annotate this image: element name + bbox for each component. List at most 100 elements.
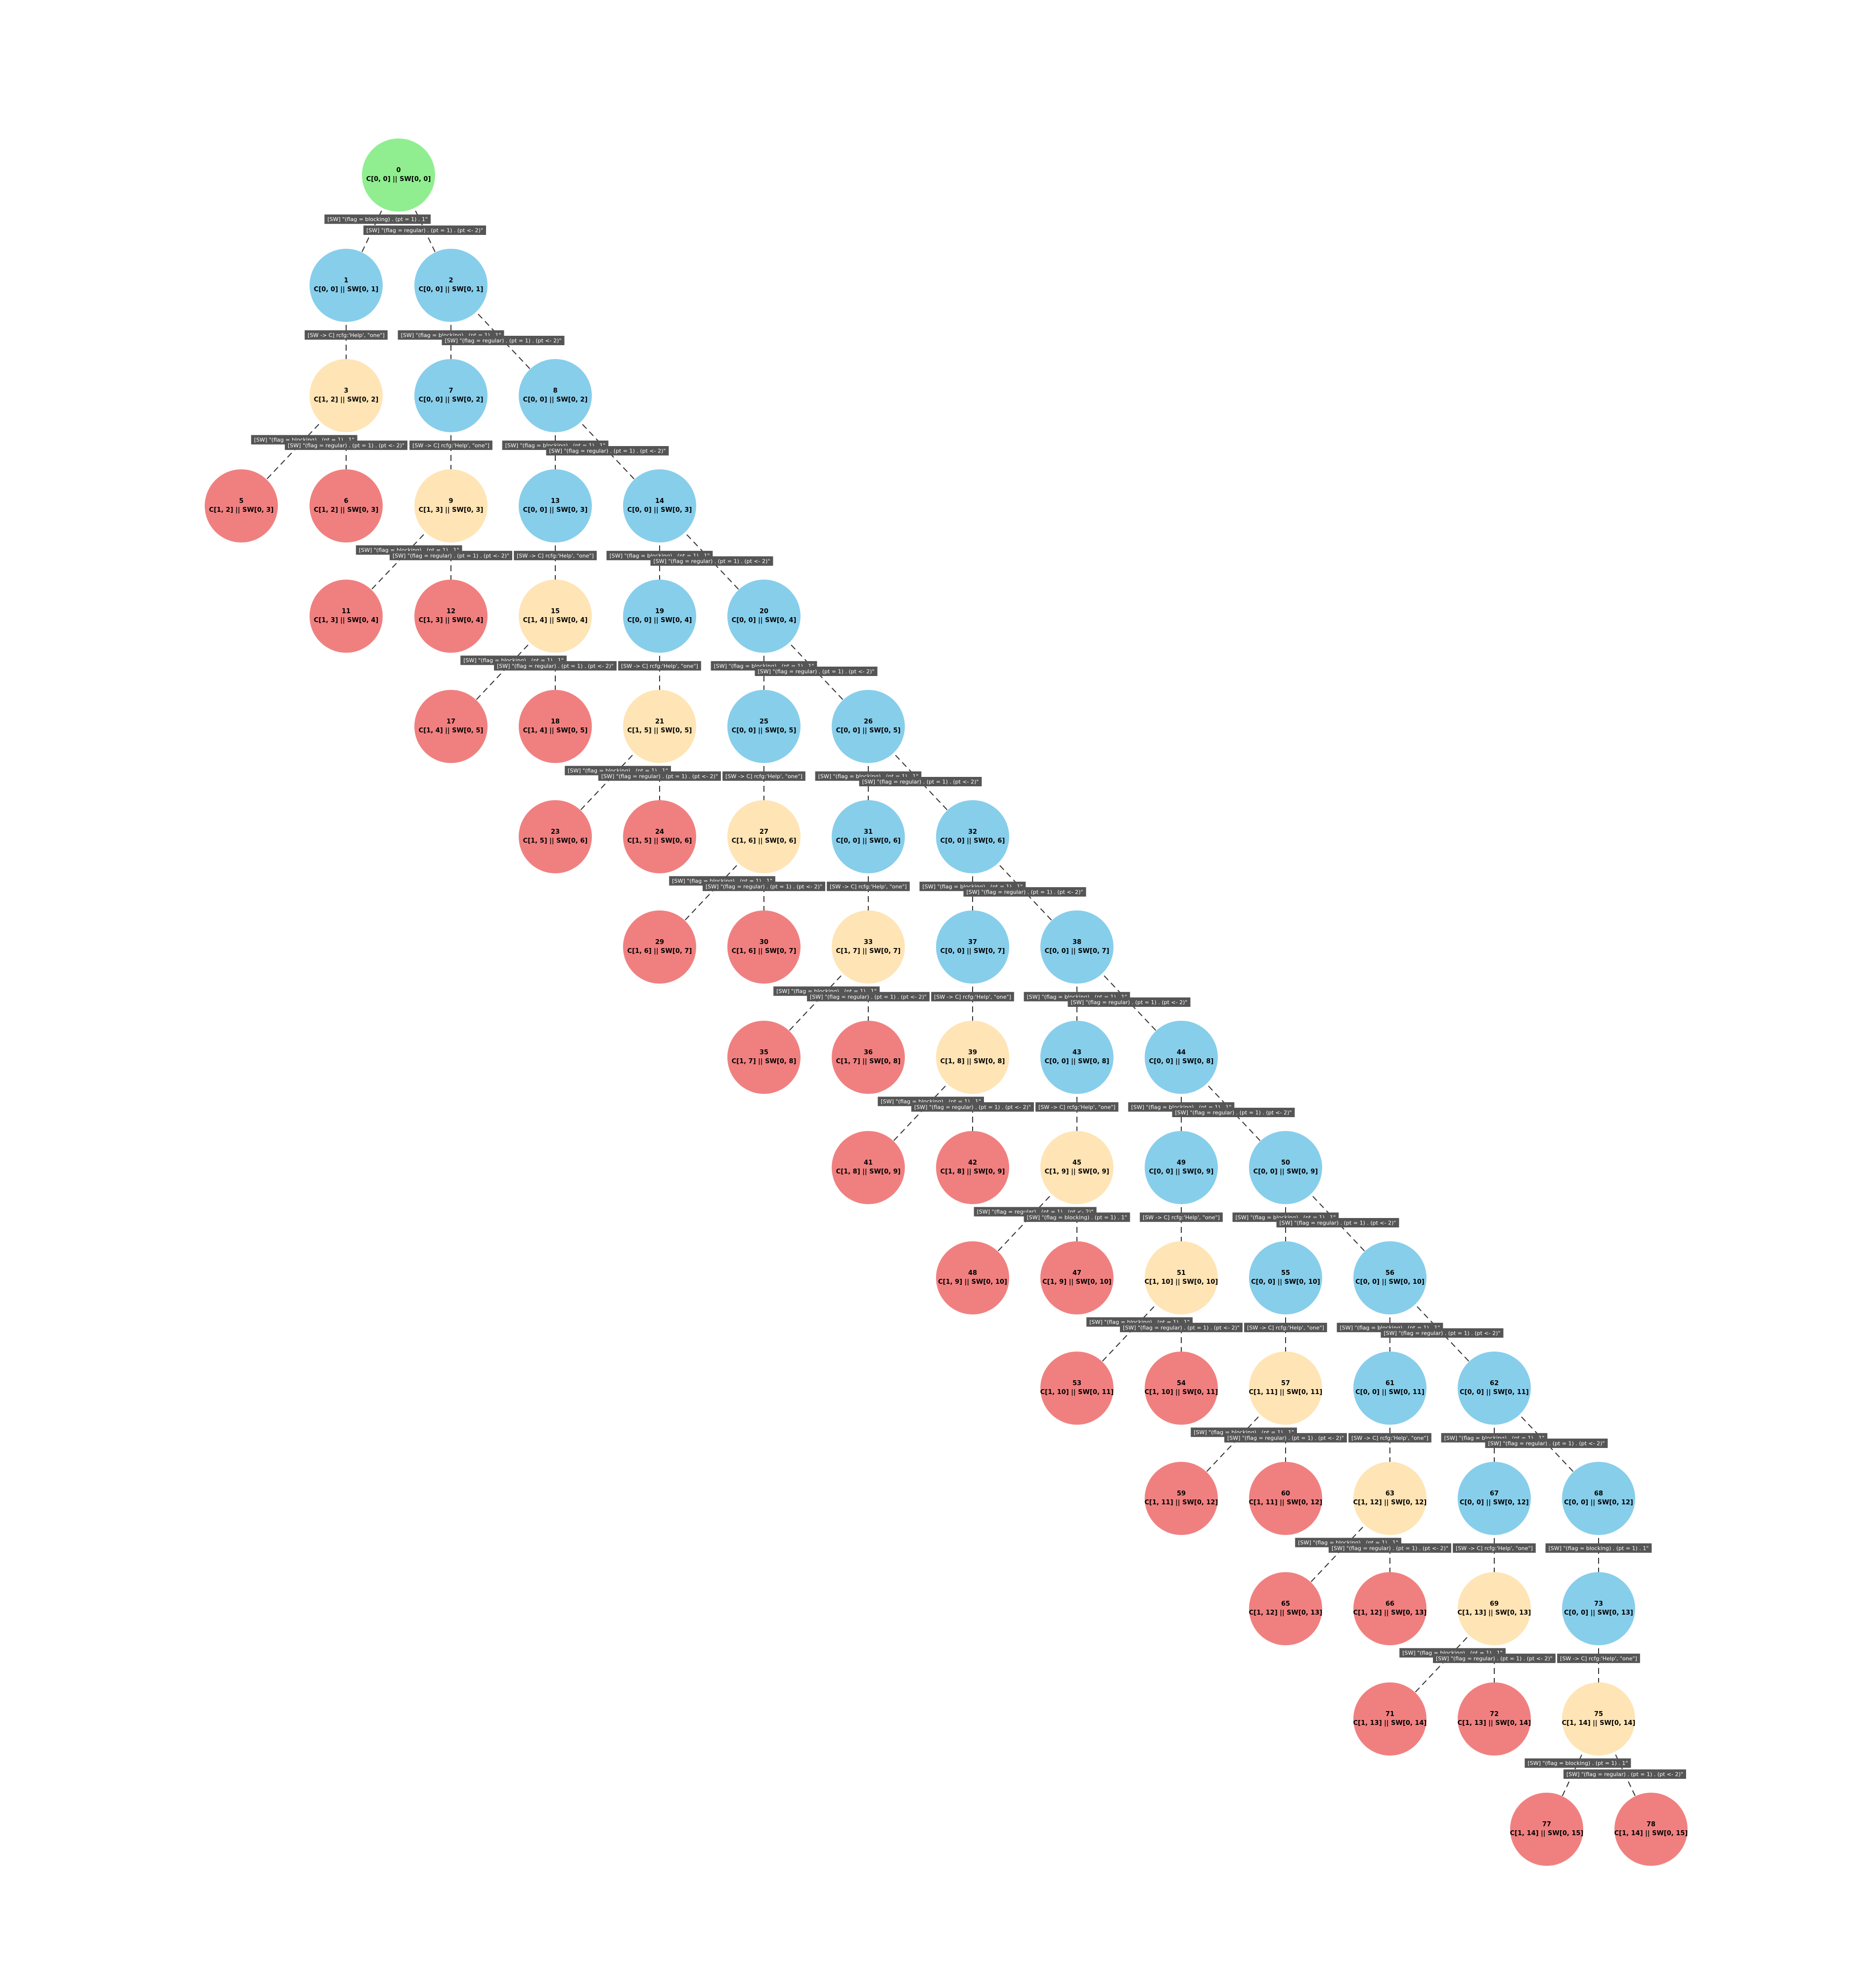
state-node-14[interactable]: 14C[0, 0] || SW[0, 3] xyxy=(623,469,696,542)
node-state-label: C[0, 0] || SW[0, 0] xyxy=(366,176,431,183)
node-state-label: C[0, 0] || SW[0, 8] xyxy=(1045,1058,1110,1065)
state-node-66[interactable]: 66C[1, 12] || SW[0, 13] xyxy=(1353,1572,1427,1645)
edge-label-bg xyxy=(390,550,512,560)
state-node-30[interactable]: 30 C[1, 6] || SW[0, 7] xyxy=(727,910,801,984)
state-node-61[interactable]: 61 C[0, 0] || SW[0, 11] xyxy=(1353,1352,1427,1425)
state-node-27[interactable]: 27C[1, 6] || SW[0, 6] xyxy=(727,800,801,873)
state-node-13[interactable]: 13C[0, 0] || SW[0, 3] xyxy=(519,469,592,542)
edge-label-text: [SW] "(flag = regular) . (pt = 1) . (pt … xyxy=(967,889,1083,896)
state-node-50[interactable]: 50C[0, 0] || SW[0, 9] xyxy=(1249,1131,1322,1204)
edge-label-text: [SW] "(flag = regular) . (pt = 1) . (pt … xyxy=(862,779,979,785)
state-node-59[interactable]: 59 C[1, 11] || SW[0, 12] xyxy=(1145,1462,1218,1535)
state-node-7[interactable]: 7C[0, 0] || SW[0, 2] xyxy=(414,359,488,432)
edge-label-text: [SW] "(flag = regular) . (pt = 1) . (pt … xyxy=(1384,1330,1501,1337)
edge-label-39-42: [SW] "(flag = regular) . (pt = 1) . (pt … xyxy=(911,1102,1034,1112)
node-circle xyxy=(310,469,383,542)
state-node-17[interactable]: 17 C[1, 4] || SW[0, 5] xyxy=(414,690,488,763)
state-node-55[interactable]: 55C[0, 0] || SW[0, 10] xyxy=(1249,1241,1322,1314)
state-node-36[interactable]: 36 C[1, 7] || SW[0, 8] xyxy=(832,1021,905,1094)
node-state-label: C[1, 3] || SW[0, 4] xyxy=(314,617,379,624)
state-node-77[interactable]: 77 C[1, 14] || SW[0, 15] xyxy=(1510,1793,1584,1866)
edge-label-text: [SW] "(flag = regular) . (pt = 1) . (pt … xyxy=(288,442,404,449)
state-node-11[interactable]: 11 C[1, 3] || SW[0, 4] xyxy=(310,580,383,653)
node-id-label: 68 xyxy=(1594,1490,1603,1497)
state-node-67[interactable]: 67 C[0, 0] || SW[0, 12] xyxy=(1458,1462,1531,1535)
state-node-0[interactable]: 0 C[0, 0] || SW[0, 0] xyxy=(362,138,435,212)
state-node-56[interactable]: 56C[0, 0] || SW[0, 10] xyxy=(1353,1241,1427,1314)
state-node-44[interactable]: 44 C[0, 0] || SW[0, 8] xyxy=(1145,1021,1218,1094)
edge-label-61-63: [SW -> C] rcfg:'Help', "one"] xyxy=(1348,1433,1431,1443)
state-node-9[interactable]: 9C[1, 3] || SW[0, 3] xyxy=(414,469,488,542)
state-node-18[interactable]: 18 C[1, 4] || SW[0, 5] xyxy=(519,690,592,763)
state-node-75[interactable]: 75C[1, 14] || SW[0, 14] xyxy=(1562,1682,1636,1756)
state-node-42[interactable]: 42C[1, 8] || SW[0, 9] xyxy=(936,1131,1009,1204)
node-id-label: 49 xyxy=(1177,1159,1186,1167)
node-state-label: C[1, 12] || SW[0, 13] xyxy=(1353,1609,1427,1617)
state-node-71[interactable]: 71C[1, 13] || SW[0, 14] xyxy=(1353,1682,1427,1756)
state-node-54[interactable]: 54 C[1, 10] || SW[0, 11] xyxy=(1145,1352,1218,1425)
state-node-21[interactable]: 21 C[1, 5] || SW[0, 5] xyxy=(623,690,696,763)
state-node-78[interactable]: 78 C[1, 14] || SW[0, 15] xyxy=(1614,1793,1688,1866)
edge-label-text: [SW -> C] rcfg:'Help', "one"] xyxy=(830,883,907,890)
node-circle xyxy=(832,1131,905,1204)
state-node-45[interactable]: 45C[1, 9] || SW[0, 9] xyxy=(1040,1131,1114,1204)
state-node-60[interactable]: 60 C[1, 11] || SW[0, 12] xyxy=(1249,1462,1323,1535)
edge-label-bg xyxy=(514,550,597,560)
state-node-20[interactable]: 20 C[0, 0] || SW[0, 4] xyxy=(727,580,801,653)
state-node-53[interactable]: 53 C[1, 10] || SW[0, 11] xyxy=(1040,1352,1114,1425)
node-id-label: 25 xyxy=(759,718,768,725)
node-id-label: 31 xyxy=(864,828,873,836)
state-node-5[interactable]: 5C[1, 2] || SW[0, 3] xyxy=(205,469,278,542)
state-node-57[interactable]: 57 C[1, 11] || SW[0, 11] xyxy=(1249,1352,1323,1425)
state-node-33[interactable]: 33 C[1, 7] || SW[0, 7] xyxy=(832,910,905,984)
state-node-29[interactable]: 29 C[1, 6] || SW[0, 7] xyxy=(623,910,696,984)
state-node-24[interactable]: 24C[1, 5] || SW[0, 6] xyxy=(623,800,696,873)
state-node-68[interactable]: 68 C[0, 0] || SW[0, 12] xyxy=(1562,1462,1635,1535)
edge-label-49-51: [SW -> C] rcfg:'Help', "one"] xyxy=(1140,1212,1223,1222)
state-node-35[interactable]: 35 C[1, 7] || SW[0, 8] xyxy=(727,1021,801,1094)
state-node-19[interactable]: 19 C[0, 0] || SW[0, 4] xyxy=(623,580,696,653)
state-node-69[interactable]: 69C[1, 13] || SW[0, 13] xyxy=(1458,1572,1531,1645)
state-node-49[interactable]: 49C[0, 0] || SW[0, 9] xyxy=(1145,1131,1218,1204)
node-state-label: C[0, 0] || SW[0, 2] xyxy=(419,396,484,404)
state-node-47[interactable]: 47C[1, 9] || SW[0, 10] xyxy=(1040,1241,1114,1314)
state-node-39[interactable]: 39 C[1, 8] || SW[0, 8] xyxy=(936,1021,1009,1094)
state-node-62[interactable]: 62 C[0, 0] || SW[0, 11] xyxy=(1458,1352,1531,1425)
node-id-label: 20 xyxy=(759,608,768,615)
state-node-8[interactable]: 8C[0, 0] || SW[0, 2] xyxy=(519,359,592,432)
state-node-25[interactable]: 25 C[0, 0] || SW[0, 5] xyxy=(727,690,801,763)
state-node-63[interactable]: 63 C[1, 12] || SW[0, 12] xyxy=(1353,1462,1427,1535)
state-node-31[interactable]: 31C[0, 0] || SW[0, 6] xyxy=(832,800,905,873)
state-node-41[interactable]: 41C[1, 8] || SW[0, 9] xyxy=(832,1131,905,1204)
state-node-3[interactable]: 3C[1, 2] || SW[0, 2] xyxy=(310,359,383,432)
state-node-2[interactable]: 2 C[0, 0] || SW[0, 1] xyxy=(414,249,488,322)
state-node-51[interactable]: 51C[1, 10] || SW[0, 10] xyxy=(1145,1241,1218,1314)
node-id-label: 1 xyxy=(344,277,348,284)
state-node-48[interactable]: 48C[1, 9] || SW[0, 10] xyxy=(936,1241,1009,1314)
edge-label-51-54: [SW] "(flag = regular) . (pt = 1) . (pt … xyxy=(1120,1322,1243,1332)
node-state-label: C[1, 11] || SW[0, 11] xyxy=(1249,1389,1323,1396)
state-node-72[interactable]: 72C[1, 13] || SW[0, 14] xyxy=(1458,1682,1531,1756)
state-node-32[interactable]: 32C[0, 0] || SW[0, 6] xyxy=(936,800,1009,873)
state-node-26[interactable]: 26 C[0, 0] || SW[0, 5] xyxy=(832,690,905,763)
node-circle xyxy=(414,469,488,542)
state-node-23[interactable]: 23C[1, 5] || SW[0, 6] xyxy=(519,800,592,873)
node-id-label: 47 xyxy=(1072,1269,1081,1277)
state-node-6[interactable]: 6C[1, 2] || SW[0, 3] xyxy=(310,469,383,542)
node-circle xyxy=(1353,1682,1427,1756)
edge-label-text: [SW] "(flag = regular) . (pt = 1) . (pt … xyxy=(393,552,509,559)
state-node-15[interactable]: 15 C[1, 4] || SW[0, 4] xyxy=(519,580,592,653)
state-node-65[interactable]: 65C[1, 12] || SW[0, 13] xyxy=(1249,1572,1323,1645)
node-state-label: C[1, 2] || SW[0, 2] xyxy=(314,396,379,404)
state-node-43[interactable]: 43 C[0, 0] || SW[0, 8] xyxy=(1040,1021,1114,1094)
state-node-1[interactable]: 1 C[0, 0] || SW[0, 1] xyxy=(310,249,383,322)
node-id-label: 11 xyxy=(342,608,351,615)
state-node-12[interactable]: 12 C[1, 3] || SW[0, 4] xyxy=(414,580,488,653)
state-node-73[interactable]: 73C[0, 0] || SW[0, 13] xyxy=(1562,1572,1635,1645)
node-circle xyxy=(1249,1241,1322,1314)
node-circle xyxy=(727,1021,801,1094)
node-state-label: C[1, 8] || SW[0, 8] xyxy=(940,1058,1005,1065)
edge-label-bg xyxy=(409,440,492,450)
state-node-37[interactable]: 37 C[0, 0] || SW[0, 7] xyxy=(936,910,1009,984)
state-node-38[interactable]: 38 C[0, 0] || SW[0, 7] xyxy=(1040,910,1114,984)
